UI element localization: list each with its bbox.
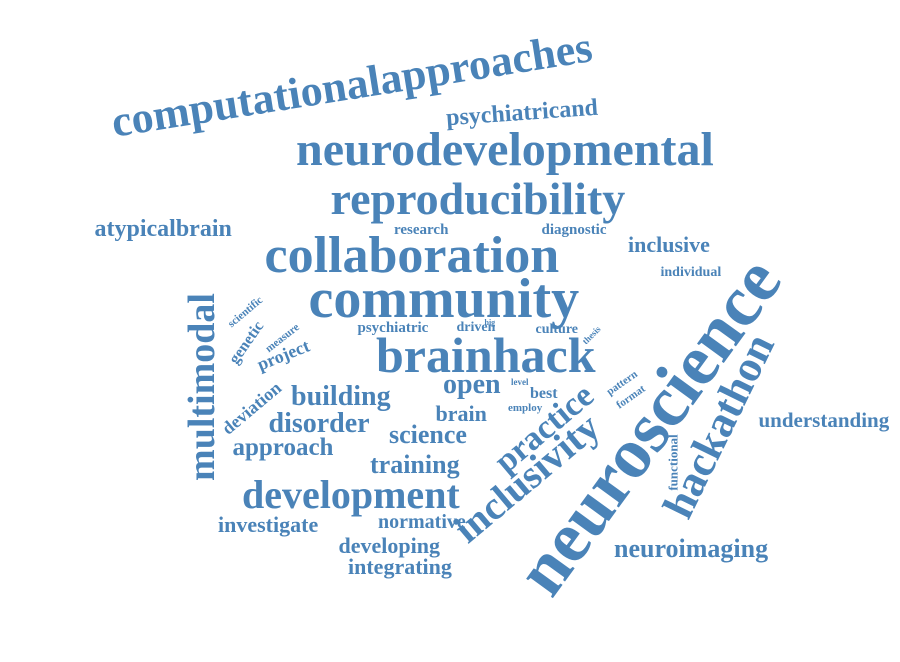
- word-functional: functional: [665, 433, 681, 491]
- word-brain: brain: [435, 401, 487, 426]
- word-culture: culture: [535, 322, 579, 337]
- word-understanding: understanding: [758, 407, 890, 432]
- word-neurodevelopmental: neurodevelopmental: [296, 123, 714, 176]
- word-open: open: [443, 369, 501, 400]
- word-integrating: integrating: [348, 554, 452, 579]
- word-atypicalbrain: atypicalbrain: [94, 216, 232, 242]
- word-employ: employ: [508, 401, 543, 414]
- word-big: big: [484, 318, 496, 327]
- word-collaboration: collaboration: [264, 227, 560, 284]
- word-best: best: [530, 385, 558, 402]
- word-inclusive: inclusive: [628, 232, 710, 257]
- word-normative: normative: [378, 511, 466, 533]
- word-development: development: [242, 472, 460, 517]
- word-neuroimaging: neuroimaging: [614, 534, 769, 563]
- word-science: science: [389, 420, 467, 449]
- word-investigate: investigate: [218, 512, 319, 537]
- word-community: community: [308, 268, 580, 330]
- word-driven: driven: [456, 320, 496, 335]
- word-diagnostic: diagnostic: [541, 221, 607, 238]
- word-disorder: disorder: [268, 408, 370, 439]
- word-training: training: [370, 450, 460, 479]
- word-level: level: [511, 376, 529, 387]
- word-building: building: [291, 381, 391, 412]
- word-research: research: [394, 221, 449, 238]
- word-approach: approach: [232, 433, 334, 461]
- word-multimodal: multimodal: [180, 293, 223, 481]
- word-reproducibility: reproducibility: [330, 173, 626, 224]
- word-individual: individual: [660, 265, 722, 280]
- word-psychiatric: psychiatric: [357, 319, 429, 336]
- word-developing: developing: [338, 533, 440, 558]
- word-brainhack: brainhack: [376, 327, 596, 383]
